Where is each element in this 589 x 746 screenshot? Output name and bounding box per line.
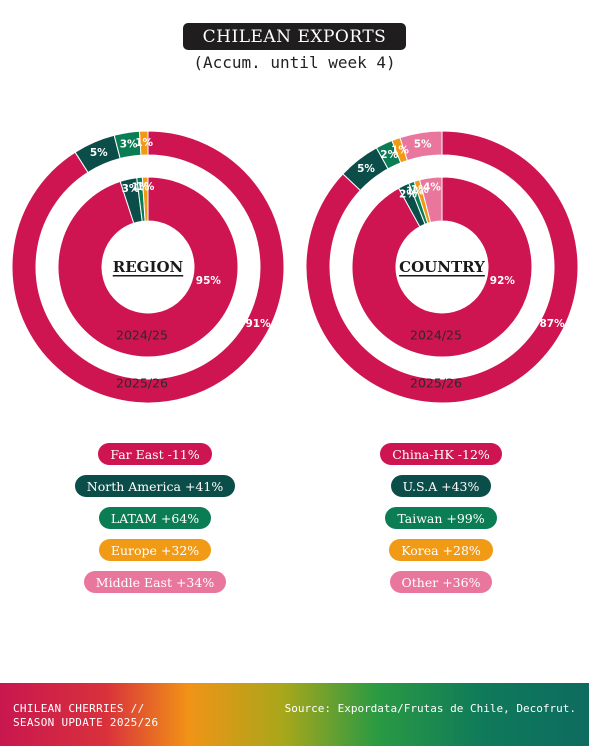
- country-legend-item-taiwan: Taiwan +99%: [385, 507, 497, 529]
- footer-brand-line2: SEASON UPDATE 2025/26: [13, 716, 159, 729]
- country-outer-label-1: 5%: [357, 163, 375, 175]
- region-inner-label-3: 1%: [137, 181, 155, 193]
- country-legend-item-korea: Korea +28%: [389, 539, 493, 561]
- country-legend-item-china-hk: China-HK -12%: [380, 443, 502, 465]
- region-inner-slice-far-east: [57, 176, 239, 358]
- country-outer-slice-china-hk: [305, 130, 579, 404]
- country-center-label: COUNTRY: [399, 258, 485, 276]
- region-outer-season-label: 2025/26: [116, 376, 168, 391]
- country-inner-slice-other: [419, 176, 443, 224]
- region-inner-label-2: 1%: [132, 181, 150, 193]
- region-inner-slice-europe: [141, 176, 149, 222]
- page-title: CHILEAN EXPORTS: [183, 23, 406, 50]
- region-legend-item-latam: LATAM +64%: [98, 507, 212, 529]
- country-inner-label-3: 1%: [411, 184, 429, 196]
- country-outer-season-label: 2025/26: [410, 376, 462, 391]
- footer-brand: CHILEAN CHERRIES // SEASON UPDATE 2025/2…: [13, 702, 158, 730]
- region-outer-label-3: 1%: [135, 137, 153, 149]
- country-legend: China-HK -12% U.S.A +43% Taiwan +99% Korea …: [296, 443, 586, 593]
- region-legend-item-middle-east: Middle East +34%: [83, 571, 227, 593]
- footer-source: Source: Expordata/Frutas de Chile, Decof…: [284, 702, 576, 715]
- region-inner-label-1: 3%: [122, 183, 140, 195]
- region-outer-label-2: 3%: [120, 139, 138, 151]
- region-legend-item-north-america: North America +41%: [74, 475, 236, 497]
- region-inner-label-0: 95%: [196, 275, 222, 287]
- country-ring-separator: [340, 165, 544, 369]
- region-ring-separator: [46, 165, 250, 369]
- region-center-label: REGION: [113, 258, 184, 276]
- country-legend-item-other: Other +36%: [389, 571, 493, 593]
- country-outer-label-3: 1%: [391, 144, 409, 156]
- country-inner-label-4: 4%: [423, 182, 441, 194]
- footer-brand-line1: CHILEAN CHERRIES //: [13, 702, 145, 715]
- country-outer-label-2: 2%: [380, 149, 398, 161]
- country-inner-label-0: 92%: [490, 275, 516, 287]
- country-inner-season-label: 2024/25: [410, 328, 462, 343]
- country-legend-item-u-s-a: U.S.A +43%: [390, 475, 492, 497]
- country-donut-chart: 87%5%2%1% 5%2025/2692%2%1%1%4%2024/25COUN…: [305, 130, 579, 404]
- region-outer-slice-europe: [138, 130, 149, 156]
- page-subtitle: (Accum. until week 4): [193, 53, 396, 72]
- footer-bar: CHILEAN CHERRIES // SEASON UPDATE 2025/2…: [0, 683, 589, 746]
- region-outer-label-1: 5%: [90, 147, 108, 159]
- country-inner-label-1: 2%: [399, 189, 417, 201]
- country-outer-label-0: 87%: [539, 318, 565, 330]
- country-outer-label-4: 5%: [414, 139, 432, 151]
- region-outer-slice-far-east: [11, 130, 285, 404]
- region-outer-label-0: 91%: [245, 318, 271, 330]
- country-outer-slice-other: [399, 130, 443, 162]
- country-inner-label-2: 1%: [406, 186, 424, 198]
- region-legend-item-europe: Europe +32%: [98, 539, 212, 561]
- country-inner-slice-china-hk: [351, 176, 533, 358]
- region-inner-season-label: 2024/25: [116, 328, 168, 343]
- region-legend: Far East -11% North America +41% LATAM +64…: [0, 443, 310, 593]
- region-legend-item-far-east: Far East -11%: [98, 443, 212, 465]
